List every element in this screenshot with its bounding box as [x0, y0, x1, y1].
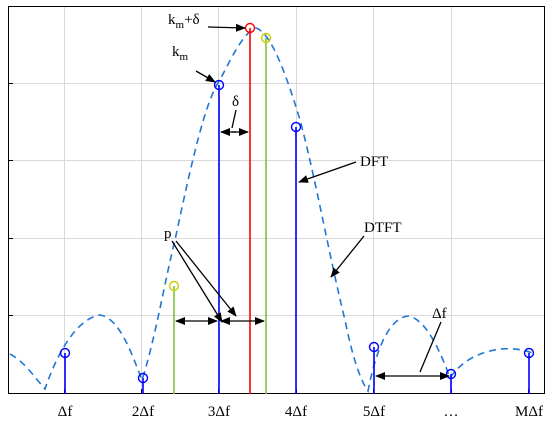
grid [8, 6, 545, 394]
tick-label-1: Δf [58, 404, 73, 420]
label-p: p [164, 226, 172, 242]
marker-m [523, 347, 535, 359]
label-delta: δ [232, 94, 239, 110]
axes-frame [8, 6, 545, 394]
tick-label-5: 5Δf [363, 404, 385, 420]
marker-p-left [168, 280, 180, 292]
arrow-delta-leader [231, 109, 237, 129]
marker-km [213, 79, 225, 91]
aux-stems [173, 28, 267, 394]
dtft-curve [9, 27, 536, 393]
marker-1 [59, 347, 71, 359]
tick-label-2: 2Δf [132, 404, 154, 420]
arrow-dft [298, 161, 357, 183]
x-tick-labels: Δf 2Δf 3Δf 4Δf 5Δf … MΔf [58, 404, 543, 420]
label-dtft: DTFT [364, 220, 402, 236]
marker-2 [137, 372, 149, 384]
arrow-dtft [330, 235, 365, 278]
label-km-delta: km+δ [168, 12, 200, 31]
arrow-df-leader [419, 321, 442, 373]
marker-km-plus-1 [290, 121, 302, 133]
marker-p-right [260, 32, 272, 44]
label-df: Δf [432, 306, 447, 322]
annotation-arrows [171, 23, 450, 380]
tick-label-ellipsis: … [444, 404, 459, 420]
marker-5 [368, 341, 380, 353]
arrow-p2 [175, 240, 237, 317]
arrow-km [195, 70, 216, 83]
tick-label-4: 4Δf [285, 404, 307, 420]
dft-stems [64, 85, 530, 394]
tick-label-m: MΔf [515, 404, 543, 420]
arrow-km-delta [207, 23, 246, 32]
arrow-p1 [171, 240, 223, 323]
label-dft: DFT [360, 154, 388, 170]
tick-label-3: 3Δf [208, 404, 230, 420]
label-km: km [172, 44, 189, 63]
